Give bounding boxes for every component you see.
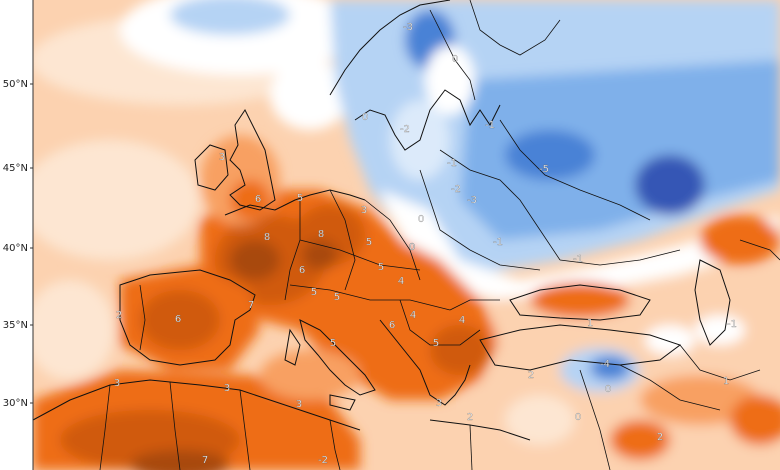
anomaly-value-label: -1: [485, 120, 495, 131]
anomaly-value-label: 3: [296, 399, 302, 410]
anomaly-value-label: 4: [459, 315, 465, 326]
anomaly-value-label: 2: [467, 412, 473, 423]
anomaly-value-label: 0: [409, 242, 415, 253]
anomaly-value-label: 6: [255, 194, 261, 205]
anomaly-value-label: 0: [452, 54, 458, 65]
anomaly-value-label: 7: [202, 455, 208, 466]
anomaly-value-label: 6: [299, 265, 305, 276]
anomaly-value-label: 5: [311, 287, 317, 298]
anomaly-value-label: 0: [409, 242, 415, 253]
country-borders: [33, 0, 780, 470]
anomaly-value-label: 1: [587, 318, 593, 329]
anomaly-value-label: 5: [330, 338, 336, 349]
anomaly-value-label: 7: [248, 300, 254, 311]
anomaly-value-label: 5: [297, 193, 303, 204]
anomaly-value-label: 6: [175, 314, 181, 325]
latitude-label: 45°N: [3, 163, 28, 174]
anomaly-value-label: -4: [600, 359, 610, 370]
anomaly-value-label: 5: [366, 237, 372, 248]
anomaly-value-label: 3: [114, 378, 120, 389]
anomaly-value-label: 3: [436, 398, 442, 409]
anomaly-value-label: 6: [389, 320, 395, 331]
anomaly-value-label: 5: [433, 338, 439, 349]
latitude-axis: 50°N 45°N 40°N 35°N 30°N: [3, 79, 28, 409]
anomaly-value-label: 0: [575, 412, 581, 423]
anomaly-value-label: -3: [403, 22, 413, 33]
latitude-label: 35°N: [3, 320, 28, 331]
anomaly-value-label: -1: [573, 254, 583, 265]
anomaly-value-label: 5: [334, 292, 340, 303]
anomaly-value-label: 1: [723, 376, 729, 387]
anomaly-value-label: -2: [451, 184, 461, 195]
anomaly-value-label: -2: [400, 124, 410, 135]
anomaly-value-label: 0: [418, 214, 424, 225]
latitude-label: 30°N: [3, 398, 28, 409]
anomaly-value-label: 8: [264, 232, 270, 243]
latitude-ticks: [30, 83, 33, 404]
anomaly-value-label: -2: [318, 455, 328, 466]
anomaly-value-label: -3: [467, 195, 477, 206]
anomaly-value-label: 3: [361, 205, 367, 216]
anomaly-value-label: 3: [219, 152, 225, 163]
anomaly-value-label: 2: [657, 432, 663, 443]
anomaly-value-label: 2: [528, 370, 534, 381]
anomaly-value-label: 2: [116, 310, 122, 321]
anomaly-value-label: 5: [378, 262, 384, 273]
latitude-label: 40°N: [3, 243, 28, 254]
anomaly-value-label: 4: [398, 276, 404, 287]
anomaly-value-label: 4: [410, 310, 416, 321]
anomaly-value-label: 0: [605, 384, 611, 395]
axis-gutter: [0, 0, 33, 470]
anomaly-value-label: -1: [447, 158, 457, 169]
anomaly-value-label: -5: [539, 164, 549, 175]
anomaly-value-label: 8: [318, 229, 324, 240]
latitude-label: 50°N: [3, 79, 28, 90]
anomaly-value-label: 0: [362, 112, 368, 123]
anomaly-value-label: -1: [493, 237, 503, 248]
anomaly-value-label: 3: [224, 383, 230, 394]
anomaly-value-label: -1: [727, 319, 737, 330]
